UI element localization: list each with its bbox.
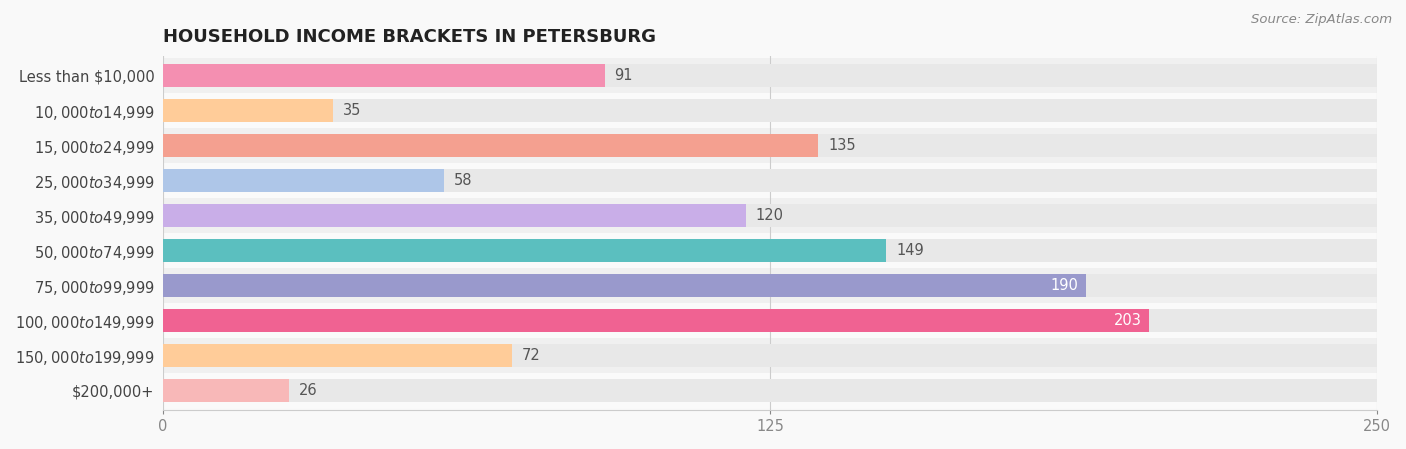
Bar [163,64,1376,87]
Bar [163,338,1376,373]
Bar [163,344,512,367]
Bar [163,198,1376,233]
Bar [163,64,605,87]
Bar [163,204,1376,227]
Text: 120: 120 [755,208,783,223]
Text: HOUSEHOLD INCOME BRACKETS IN PETERSBURG: HOUSEHOLD INCOME BRACKETS IN PETERSBURG [163,28,655,46]
Bar [163,93,1376,128]
Bar [163,99,333,122]
Text: 91: 91 [614,68,633,83]
Bar [163,99,1376,122]
Bar [163,239,886,262]
Text: 203: 203 [1114,313,1142,328]
Bar [163,268,1376,303]
Bar [163,309,1149,332]
Text: 149: 149 [896,243,924,258]
Bar [163,128,1376,163]
Bar [163,373,1376,408]
Bar [163,58,1376,93]
Bar [163,163,1376,198]
Bar [163,204,745,227]
Text: 35: 35 [343,103,361,118]
Bar [163,169,1376,192]
Text: Source: ZipAtlas.com: Source: ZipAtlas.com [1251,13,1392,26]
Bar [163,239,1376,262]
Bar [163,379,1376,402]
Bar [163,169,444,192]
Text: 190: 190 [1050,278,1078,293]
Text: 58: 58 [454,173,472,188]
Bar [163,274,1085,297]
Bar [163,274,1376,297]
Bar [163,303,1376,338]
Bar [163,134,1376,157]
Bar [163,344,1376,367]
Bar [163,379,290,402]
Bar [163,233,1376,268]
Text: 72: 72 [522,348,541,363]
Text: 135: 135 [828,138,856,153]
Text: 26: 26 [298,383,318,398]
Bar [163,134,818,157]
Bar [163,309,1376,332]
